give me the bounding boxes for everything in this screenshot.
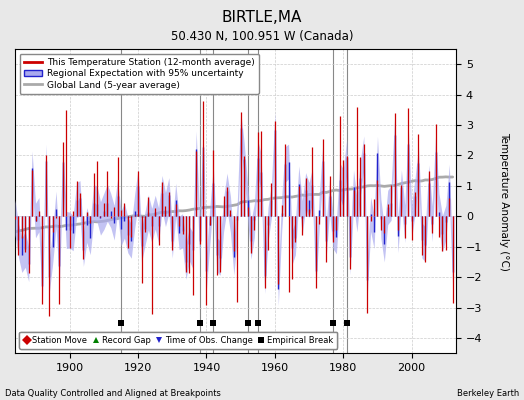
Legend: Station Move, Record Gap, Time of Obs. Change, Empirical Break: Station Move, Record Gap, Time of Obs. C… [19,332,337,349]
Y-axis label: Temperature Anomaly (°C): Temperature Anomaly (°C) [499,132,509,270]
Text: Berkeley Earth: Berkeley Earth [456,389,519,398]
Text: BIRTLE,MA: BIRTLE,MA [222,10,302,25]
Text: Data Quality Controlled and Aligned at Breakpoints: Data Quality Controlled and Aligned at B… [5,389,221,398]
Text: 50.430 N, 100.951 W (Canada): 50.430 N, 100.951 W (Canada) [171,30,353,43]
